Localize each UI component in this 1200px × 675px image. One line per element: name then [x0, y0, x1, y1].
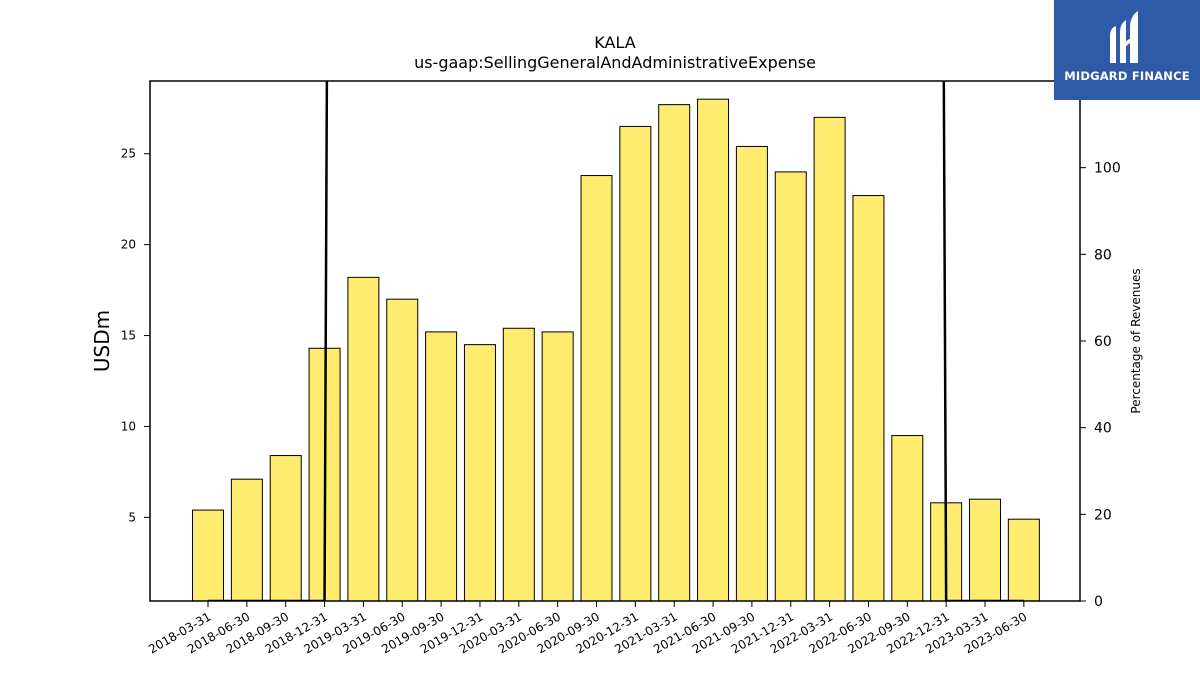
bar-2018-09-30	[269, 455, 302, 602]
y-axis-right-label: Percentage of Revenues	[1129, 268, 1143, 413]
y-tick-label: 25	[121, 147, 136, 161]
bar-2021-12-31	[774, 171, 807, 602]
bar-2020-12-31	[619, 125, 652, 602]
y-right-tick-label: 80	[1094, 247, 1112, 263]
bar-2021-03-31	[658, 104, 691, 602]
bar-2020-09-30	[580, 175, 613, 602]
y-axis-label: USDm	[90, 310, 114, 372]
logo-mark-icon	[1110, 11, 1138, 63]
y-right-tick-label: 40	[1094, 421, 1112, 437]
midgard-finance-logo: MIDGARD FINANCE	[1054, 0, 1200, 100]
bar-2021-09-30	[735, 145, 768, 602]
y-right-tick-label: 60	[1094, 334, 1112, 350]
bar-2022-06-30	[852, 195, 885, 602]
bar-series	[192, 98, 1040, 602]
y-right-tick-label: 0	[1094, 594, 1103, 610]
bar-2018-06-30	[230, 478, 263, 602]
chart-title: KALA	[594, 33, 635, 52]
bar-2020-03-31	[502, 327, 535, 602]
y-right-tick-label: 20	[1094, 507, 1112, 523]
bar-2019-09-30	[425, 331, 458, 602]
logo-text: MIDGARD FINANCE	[1064, 69, 1190, 83]
y-tick-label: 5	[128, 510, 136, 524]
bar-2022-09-30	[891, 435, 924, 602]
bar-2019-06-30	[386, 298, 419, 602]
bar-2019-03-31	[347, 276, 380, 602]
bar-2020-06-30	[541, 331, 574, 602]
bar-2019-12-31	[463, 344, 496, 602]
bar-2023-03-31	[969, 498, 1001, 602]
bar-2021-06-30	[697, 98, 730, 602]
y-tick-label: 20	[121, 238, 136, 252]
y-tick-label: 10	[121, 419, 136, 433]
bar-2023-06-30	[1007, 518, 1040, 602]
bar-2022-03-31	[813, 116, 846, 602]
y-tick-label: 15	[121, 329, 136, 343]
y-right-tick-label: 100	[1094, 161, 1121, 177]
y-axis-left: 5 10 15 20 25	[121, 147, 150, 524]
chart-subtitle: us-gaap:SellingGeneralAndAdministrativeE…	[414, 53, 816, 72]
bar-2018-03-31	[192, 509, 224, 602]
x-axis: 2018-03-312018-06-302018-09-302018-12-31…	[146, 601, 1029, 656]
y-axis-right: 0 20 40 60 80 100	[1080, 161, 1121, 610]
